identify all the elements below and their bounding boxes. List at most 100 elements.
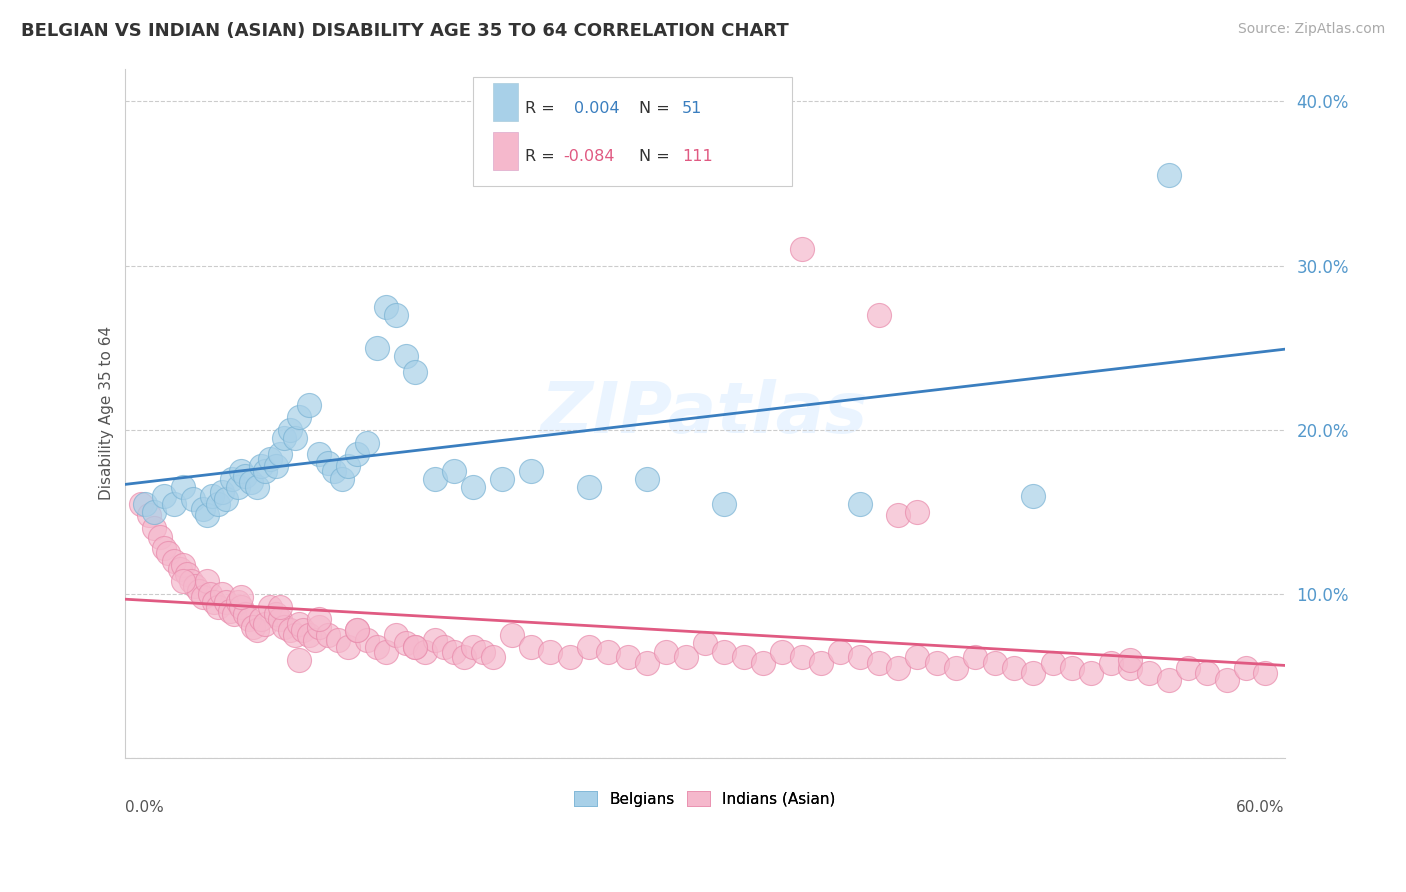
Point [259,600,281,615]
Text: 60.0%: 60.0% [1236,800,1285,814]
Point [308,448,330,462]
Point [207,497,229,511]
Point [231,464,253,478]
Point [1022,665,1045,680]
Point [215,595,238,609]
Point [231,591,253,605]
Point [848,497,870,511]
Point [713,497,735,511]
Point [323,464,346,478]
Text: 111: 111 [682,149,713,164]
Point [868,308,890,322]
Point [226,595,249,609]
Point [413,644,436,658]
Point [481,649,503,664]
FancyBboxPatch shape [474,77,792,186]
Point [616,649,638,664]
Point [598,644,620,658]
FancyBboxPatch shape [494,132,519,170]
Point [288,409,311,424]
Point [770,644,793,658]
Point [269,600,291,615]
Point [540,644,562,658]
Point [308,612,330,626]
Point [326,633,349,648]
Point [848,649,870,664]
Point [925,656,948,670]
Point [218,603,240,617]
Point [965,649,987,664]
Point [1157,169,1180,183]
Point [945,661,967,675]
Point [366,640,388,654]
Point [330,472,353,486]
Point [318,456,340,470]
Point [887,508,910,523]
Point [868,656,890,670]
Point [259,452,281,467]
Point [129,497,152,511]
Text: ZIPatlas: ZIPatlas [541,379,869,448]
Point [153,489,176,503]
Point [1177,661,1199,675]
Point [501,628,523,642]
Point [790,649,813,664]
Point [491,472,513,486]
Point [240,475,263,490]
Point [887,661,910,675]
Point [385,308,408,322]
Point [907,649,929,664]
Point [288,616,311,631]
Point [830,644,852,658]
Text: 0.004: 0.004 [574,102,620,116]
Point [181,491,204,506]
Point [463,640,485,654]
Point [221,472,243,486]
Point [907,505,929,519]
Point [176,567,198,582]
Point [1137,665,1160,680]
Point [138,508,160,523]
Point [1197,665,1219,680]
Point [163,497,186,511]
Point [143,521,166,535]
Point [211,485,233,500]
Point [713,644,735,658]
Point [246,624,269,638]
Point [288,653,311,667]
Point [356,436,378,450]
Point [1042,656,1064,670]
Point [184,579,207,593]
Point [375,300,398,314]
Point [222,607,245,621]
Point [752,656,775,670]
Point [269,612,291,626]
Point [404,365,426,379]
Point [578,480,600,494]
Y-axis label: Disability Age 35 to 64: Disability Age 35 to 64 [100,326,114,500]
Point [375,644,398,658]
Point [172,574,194,588]
Point [278,423,301,437]
Point [238,612,260,626]
Point [1080,665,1102,680]
Point [172,558,194,572]
Point [1254,665,1277,680]
Point [264,607,287,621]
Point [404,640,426,654]
Point [195,574,218,588]
Point [1119,661,1142,675]
Point [984,656,1007,670]
Text: 0.0%: 0.0% [125,800,165,814]
Point [163,554,186,568]
Text: N =: N = [638,102,675,116]
Point [143,505,166,519]
Point [200,587,222,601]
Point [249,612,271,626]
Point [1157,673,1180,687]
Point [463,480,485,494]
Point [346,624,368,638]
Point [242,620,264,634]
Point [172,480,194,494]
Point [366,341,388,355]
